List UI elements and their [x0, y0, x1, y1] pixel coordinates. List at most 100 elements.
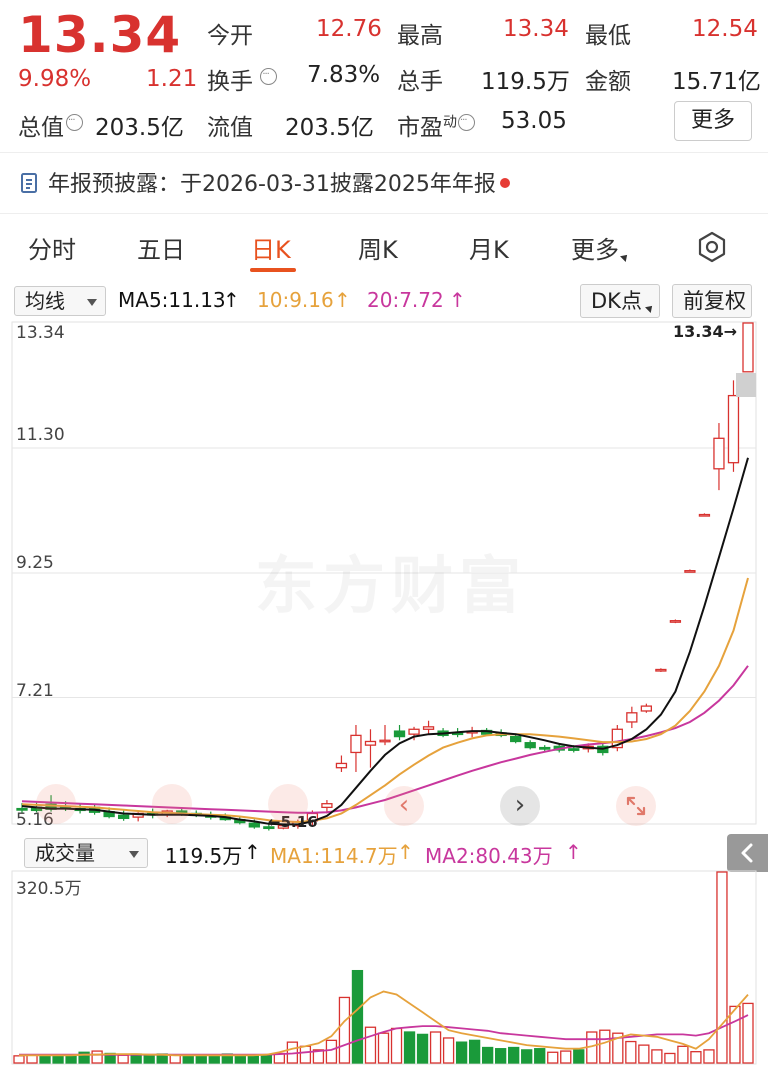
volume-bar: [625, 1040, 637, 1064]
chevron-down-icon: [87, 299, 97, 306]
more-quote-button[interactable]: 更多: [674, 101, 752, 141]
adjust-button[interactable]: 前复权: [672, 284, 752, 318]
volume-bar: [364, 1026, 377, 1064]
candle: [248, 822, 260, 828]
arrow-up-icon: ↑: [334, 288, 351, 312]
low-value: 12.54: [692, 16, 758, 42]
volume-bar: [377, 1032, 390, 1064]
candle: [524, 742, 536, 749]
volume-bar: [547, 1051, 559, 1064]
volume-bar: [351, 969, 364, 1064]
volume-bar: [599, 1029, 611, 1064]
tab-more[interactable]: 更多: [571, 230, 630, 265]
candle: [16, 807, 28, 811]
volume-bar: [521, 1049, 533, 1064]
volume-legend: 119.5万: [165, 844, 243, 868]
info-icon[interactable]: [260, 68, 278, 85]
info-icon[interactable]: [66, 114, 83, 131]
shaded-block: [736, 373, 756, 397]
turnover-value: 7.83%: [307, 62, 381, 88]
unread-dot: [499, 178, 510, 188]
notice-text: 于2026-03-31披露2025年年报: [180, 172, 496, 197]
volume-bar: [39, 1054, 51, 1064]
volume-bar: [416, 1033, 429, 1064]
volume-bar: [325, 1039, 338, 1064]
arrow-up-icon: ↑: [397, 840, 414, 864]
candle: [263, 826, 275, 830]
candle: [379, 739, 391, 743]
market-cap-label: 总值: [18, 108, 83, 142]
notice-label: 年报预披露：: [48, 172, 181, 197]
tab-monthly-k[interactable]: 月K: [469, 236, 509, 264]
ma5-line: [21, 457, 749, 826]
candle: [408, 728, 420, 735]
candle: [684, 570, 696, 573]
dk-point-button[interactable]: DK点: [580, 284, 660, 318]
candlestick-chart[interactable]: [0, 318, 768, 838]
prev-arrow-icon[interactable]: ‹: [384, 786, 424, 826]
volume-bar: [390, 1027, 403, 1064]
high-value: 13.34: [503, 16, 569, 42]
active-tab-indicator: [250, 268, 296, 272]
volume-bar: [703, 1049, 715, 1064]
turnover-label: 换手: [207, 62, 278, 96]
volume-bar: [716, 871, 728, 1064]
candle: [742, 322, 754, 373]
tab-weekly-k[interactable]: 周K: [358, 236, 398, 264]
report-notice[interactable]: 年报预披露：于2026-03-31披露2025年年报: [20, 166, 510, 198]
tab-intraday[interactable]: 分时: [28, 236, 76, 264]
volume-bar: [638, 1044, 650, 1064]
volume-bar: [442, 1037, 455, 1064]
candle: [335, 762, 348, 769]
collapse-side-button[interactable]: [727, 834, 768, 872]
volume-bar: [455, 1041, 468, 1064]
tab-daily-k[interactable]: 日K: [251, 236, 291, 264]
volume-bar: [234, 1054, 246, 1064]
price-axis-label: 7.21: [16, 681, 54, 701]
volume-bar: [338, 996, 351, 1064]
price-axis-label: 5.16: [16, 810, 54, 830]
candle: [510, 735, 522, 743]
volume-bar: [495, 1048, 507, 1064]
low-label: 最低: [585, 23, 631, 49]
volume-bar: [534, 1048, 546, 1064]
last-price: 13.34: [18, 6, 182, 64]
watermark: 东方财富: [255, 535, 527, 625]
market-cap-value: 203.5亿: [95, 115, 184, 141]
change-amount: 1.21: [146, 66, 198, 92]
arrow-up-icon: ↑: [244, 840, 261, 864]
next-arrow-icon[interactable]: ›: [500, 786, 540, 826]
volume-bar: [468, 1039, 481, 1064]
vol-ma1-legend: MA1:114.7万: [270, 844, 398, 868]
candle: [640, 705, 653, 712]
candle: [626, 712, 638, 723]
volume-bar: [651, 1049, 663, 1064]
price-axis-label: 13.34: [16, 323, 65, 343]
candle: [117, 814, 130, 819]
volume-bar: [78, 1051, 90, 1064]
candle: [669, 620, 682, 623]
info-icon[interactable]: [458, 114, 475, 131]
vol-ma2-legend: MA2:80.43万: [425, 844, 553, 868]
tab-five-day[interactable]: 五日: [137, 236, 185, 264]
crosshair-hint-icon: [152, 784, 192, 824]
document-icon: [21, 173, 37, 193]
candle: [539, 746, 551, 750]
high-annotation: 13.34→: [673, 322, 738, 341]
divider: [0, 152, 768, 153]
chevron-down-icon: [129, 851, 139, 858]
ma20-line: [21, 665, 749, 814]
volume-bar: [612, 1032, 624, 1064]
pe-label: 市盈动: [397, 108, 475, 142]
gear-icon[interactable]: [695, 230, 729, 264]
open-value: 12.76: [316, 16, 382, 42]
ma-select[interactable]: 均线: [14, 286, 106, 316]
expand-icon[interactable]: [616, 786, 656, 826]
volume-indicator-select[interactable]: 成交量: [24, 838, 148, 868]
volume-bar: [729, 1005, 741, 1064]
volume-bar: [117, 1054, 129, 1064]
volume-chart[interactable]: [0, 870, 768, 1070]
volume-bar: [403, 1031, 416, 1064]
open-label: 今开: [207, 23, 253, 49]
high-label: 最高: [397, 23, 443, 49]
